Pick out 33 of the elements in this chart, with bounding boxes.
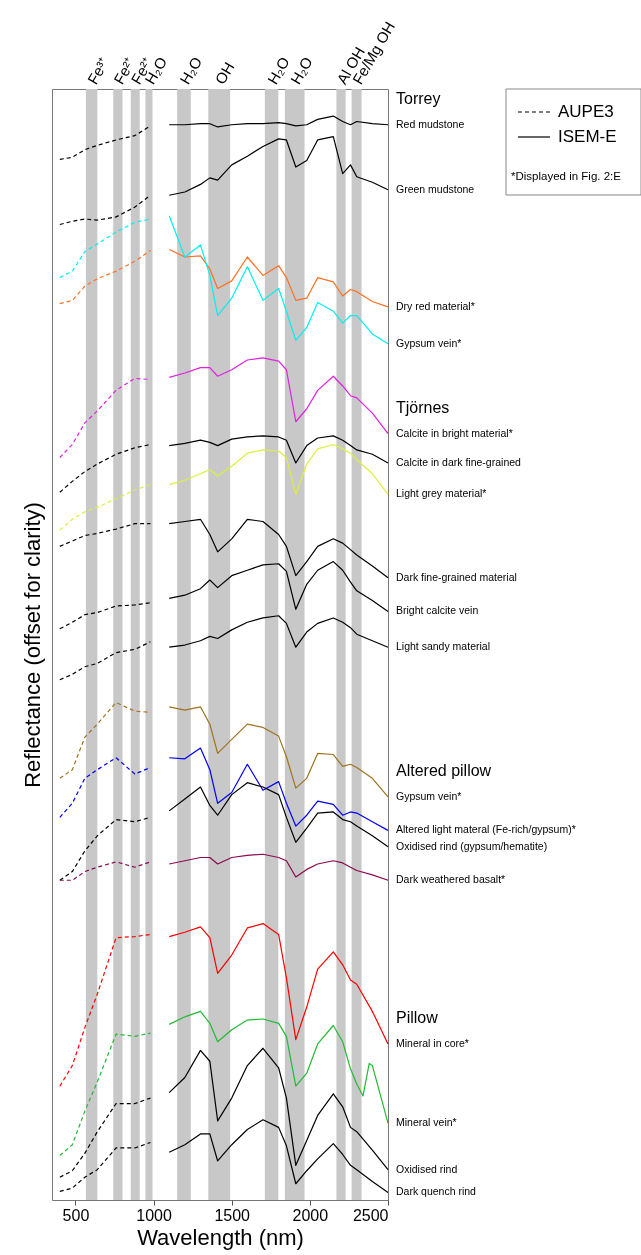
y-axis-title: Reflectance (offset for clarity) <box>19 502 45 788</box>
series-label: Light grey material* <box>396 487 487 500</box>
series-label: Calcite in dark fine-grained <box>396 455 522 468</box>
text: *Displayed in Fig. 2:E <box>511 170 622 182</box>
x-tick-label: 1500 <box>214 1206 251 1224</box>
x-tick-label: 2500 <box>352 1206 389 1224</box>
series-label: Dark quench rind <box>396 1185 477 1198</box>
text: Tjörnes <box>396 398 450 416</box>
series-label: Oxidised rind (gypsum/hematite) <box>396 839 548 852</box>
series-label: Mineral vein* <box>396 1116 457 1129</box>
text: Pillow <box>396 1008 439 1026</box>
series-label: Gypsum vein* <box>396 789 462 802</box>
series-label: Altered light materal (Fe-rich/gypsum)* <box>396 823 576 836</box>
series-label: Dark weathered basalt* <box>396 873 506 886</box>
series-label: Oxidised rind <box>396 1162 458 1175</box>
x-tick-label: 2000 <box>292 1206 329 1224</box>
series-label: Green mudstone <box>396 182 475 195</box>
x-axis-title: Wavelength (nm) <box>137 1224 304 1250</box>
text: Altered pillow <box>396 761 492 779</box>
text: ISEM-E <box>558 127 617 146</box>
series-label: Mineral in core* <box>396 1036 469 1049</box>
series-label: Calcite in bright material* <box>396 426 513 439</box>
series-label: Bright calcite vein <box>396 604 479 617</box>
series-label: Gypsum vein* <box>396 336 462 349</box>
text: Torrey <box>396 89 441 107</box>
x-tick-label: 500 <box>62 1206 90 1224</box>
series-label: Light sandy material <box>396 640 490 653</box>
series-label: Dry red material* <box>396 299 475 312</box>
x-tick-label: 1000 <box>136 1206 172 1224</box>
series-label: Red mudstone <box>396 117 465 130</box>
series-label: Dark fine-grained material <box>396 570 517 583</box>
band-label: OH <box>211 59 238 87</box>
text: AUPE3 <box>558 102 614 121</box>
